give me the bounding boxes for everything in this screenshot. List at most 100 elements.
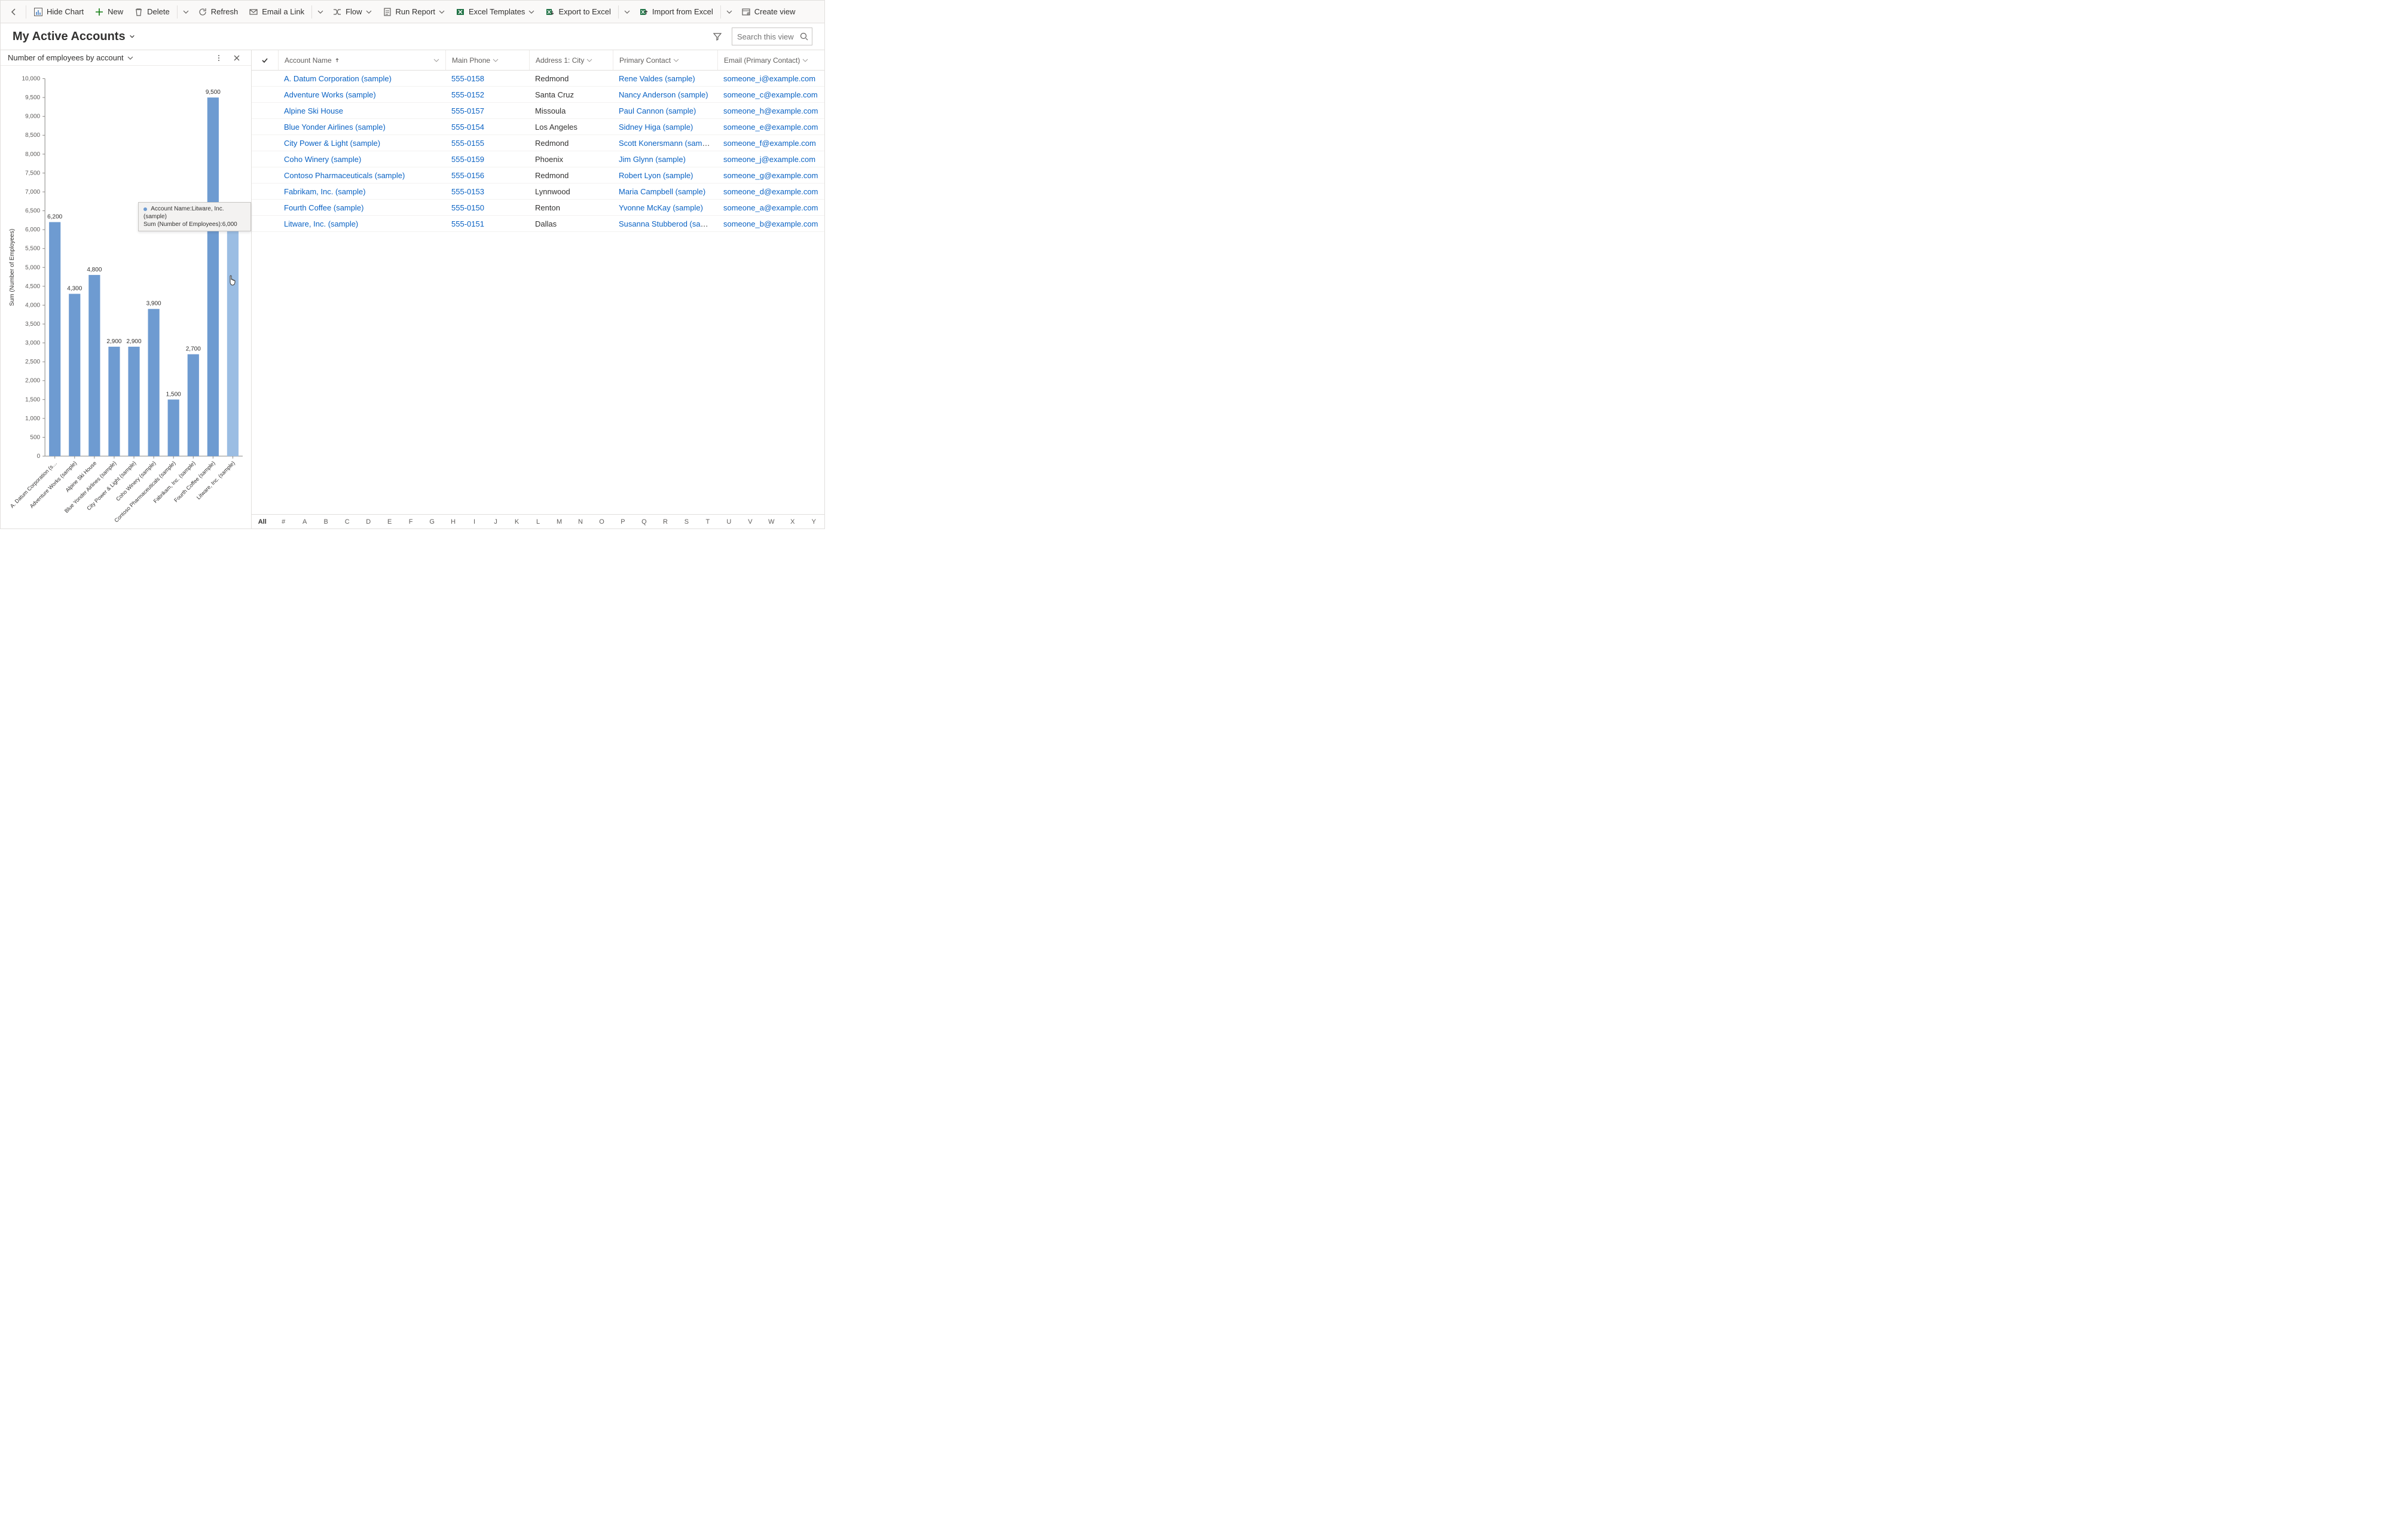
account-name-link[interactable]: Alpine Ski House (284, 106, 343, 115)
alpha-cell[interactable]: P (612, 518, 633, 525)
phone-link[interactable]: 555-0158 (451, 74, 484, 83)
view-title-selector[interactable]: My Active Accounts (13, 30, 135, 44)
delete-dropdown[interactable] (180, 2, 192, 22)
alpha-cell[interactable]: B (315, 518, 336, 525)
column-header-email[interactable]: Email (Primary Contact) (717, 50, 824, 70)
import-excel-dropdown[interactable] (723, 2, 735, 22)
contact-link[interactable]: Jim Glynn (sample) (619, 155, 686, 164)
create-view-button[interactable]: Create view (737, 2, 800, 22)
table-row[interactable]: Fabrikam, Inc. (sample)555-0153LynnwoodM… (252, 184, 824, 200)
column-header-account-name[interactable]: Account Name (278, 50, 445, 70)
export-excel-dropdown[interactable] (621, 2, 633, 22)
export-excel-button[interactable]: Export to Excel (540, 2, 615, 22)
alpha-cell[interactable]: Y (803, 518, 824, 525)
account-name-link[interactable]: Litware, Inc. (sample) (284, 219, 358, 228)
contact-link[interactable]: Yvonne McKay (sample) (619, 203, 703, 212)
hide-chart-button[interactable]: Hide Chart (29, 2, 88, 22)
alpha-cell[interactable]: H (442, 518, 463, 525)
table-row[interactable]: Blue Yonder Airlines (sample)555-0154Los… (252, 119, 824, 135)
table-row[interactable]: Alpine Ski House555-0157MissoulaPaul Can… (252, 103, 824, 119)
email-link[interactable]: someone_a@example.com (723, 203, 818, 212)
email-link[interactable]: someone_i@example.com (723, 74, 815, 83)
chart-close-button[interactable] (230, 51, 244, 65)
table-row[interactable]: Coho Winery (sample)555-0159PhoenixJim G… (252, 151, 824, 167)
back-button[interactable] (4, 2, 23, 22)
email-link-button[interactable]: Email a Link (244, 2, 309, 22)
phone-link[interactable]: 555-0159 (451, 155, 484, 164)
import-excel-button[interactable]: Import from Excel (634, 2, 718, 22)
account-name-link[interactable]: A. Datum Corporation (sample) (284, 74, 392, 83)
contact-link[interactable]: Nancy Anderson (sample) (619, 90, 708, 99)
phone-link[interactable]: 555-0150 (451, 203, 484, 212)
alpha-cell[interactable]: Q (634, 518, 655, 525)
alpha-cell[interactable]: T (697, 518, 718, 525)
contact-link[interactable]: Sidney Higa (sample) (619, 123, 693, 132)
column-select-all[interactable] (252, 50, 278, 70)
alpha-cell[interactable]: X (782, 518, 803, 525)
filter-button[interactable] (708, 27, 727, 46)
chart-title-dropdown[interactable] (127, 55, 133, 61)
table-row[interactable]: Contoso Pharmaceuticals (sample) 555-0156… (252, 167, 824, 184)
table-row[interactable]: Litware, Inc. (sample)555-0151DallasSusa… (252, 216, 824, 232)
chart-more-button[interactable] (212, 51, 226, 65)
run-report-button[interactable]: Run Report (378, 2, 450, 22)
alpha-cell[interactable]: F (400, 518, 421, 525)
alpha-cell[interactable]: G (421, 518, 442, 525)
phone-link[interactable]: 555-0156 (451, 171, 484, 180)
phone-link[interactable]: 555-0154 (451, 123, 484, 132)
contact-link[interactable]: Paul Cannon (sample) (619, 106, 696, 115)
phone-link[interactable]: 555-0157 (451, 106, 484, 115)
alpha-cell[interactable]: A (294, 518, 315, 525)
phone-link[interactable]: 555-0155 (451, 139, 484, 148)
column-header-city[interactable]: Address 1: City (529, 50, 613, 70)
alpha-cell[interactable]: K (506, 518, 527, 525)
account-name-link[interactable]: Blue Yonder Airlines (sample) (284, 123, 386, 132)
table-row[interactable]: City Power & Light (sample)555-0155Redmo… (252, 135, 824, 151)
alpha-cell[interactable]: S (676, 518, 697, 525)
email-link[interactable]: someone_j@example.com (723, 155, 815, 164)
alpha-cell[interactable]: E (379, 518, 400, 525)
phone-link[interactable]: 555-0153 (451, 187, 484, 196)
table-row[interactable]: Fourth Coffee (sample)555-0150RentonYvon… (252, 200, 824, 216)
alpha-cell[interactable]: J (485, 518, 506, 525)
alpha-cell[interactable]: V (739, 518, 760, 525)
contact-link[interactable]: Susanna Stubberod (sample) (619, 219, 717, 228)
account-name-link[interactable]: Coho Winery (sample) (284, 155, 361, 164)
email-link-dropdown[interactable] (314, 2, 326, 22)
alpha-cell[interactable]: I (464, 518, 485, 525)
alpha-cell[interactable]: N (570, 518, 591, 525)
alpha-cell[interactable]: U (719, 518, 739, 525)
contact-link[interactable]: Robert Lyon (sample) (619, 171, 693, 180)
contact-link[interactable]: Maria Campbell (sample) (619, 187, 705, 196)
email-link[interactable]: someone_f@example.com (723, 139, 816, 148)
new-button[interactable]: New (90, 2, 128, 22)
bar-chart[interactable]: 05001,0001,5002,0002,5003,0003,5004,0004… (3, 72, 249, 526)
flow-button[interactable]: Flow (328, 2, 376, 22)
alpha-cell[interactable]: L (527, 518, 548, 525)
table-row[interactable]: A. Datum Corporation (sample)555-0158Red… (252, 71, 824, 87)
email-link[interactable]: someone_g@example.com (723, 171, 818, 180)
email-link[interactable]: someone_d@example.com (723, 187, 818, 196)
alpha-cell[interactable]: # (273, 518, 294, 525)
account-name-link[interactable]: Contoso Pharmaceuticals (sample) (284, 171, 405, 180)
search-box[interactable] (732, 28, 812, 45)
phone-link[interactable]: 555-0151 (451, 219, 484, 228)
account-name-link[interactable]: Fourth Coffee (sample) (284, 203, 363, 212)
delete-button[interactable]: Delete (129, 2, 175, 22)
email-link[interactable]: someone_c@example.com (723, 90, 818, 99)
email-link[interactable]: someone_e@example.com (723, 123, 818, 132)
alpha-cell[interactable]: M (549, 518, 570, 525)
phone-link[interactable]: 555-0152 (451, 90, 484, 99)
account-name-link[interactable]: Fabrikam, Inc. (sample) (284, 187, 366, 196)
table-row[interactable]: Adventure Works (sample)555-0152Santa Cr… (252, 87, 824, 103)
column-header-main-phone[interactable]: Main Phone (445, 50, 529, 70)
alpha-cell[interactable]: O (591, 518, 612, 525)
excel-templates-button[interactable]: Excel Templates (451, 2, 539, 22)
refresh-button[interactable]: Refresh (193, 2, 243, 22)
account-name-link[interactable]: City Power & Light (sample) (284, 139, 380, 148)
alpha-cell[interactable]: C (337, 518, 357, 525)
column-header-primary-contact[interactable]: Primary Contact (613, 50, 717, 70)
alpha-cell[interactable]: All (252, 518, 273, 525)
alpha-cell[interactable]: R (655, 518, 676, 525)
contact-link[interactable]: Rene Valdes (sample) (619, 74, 695, 83)
